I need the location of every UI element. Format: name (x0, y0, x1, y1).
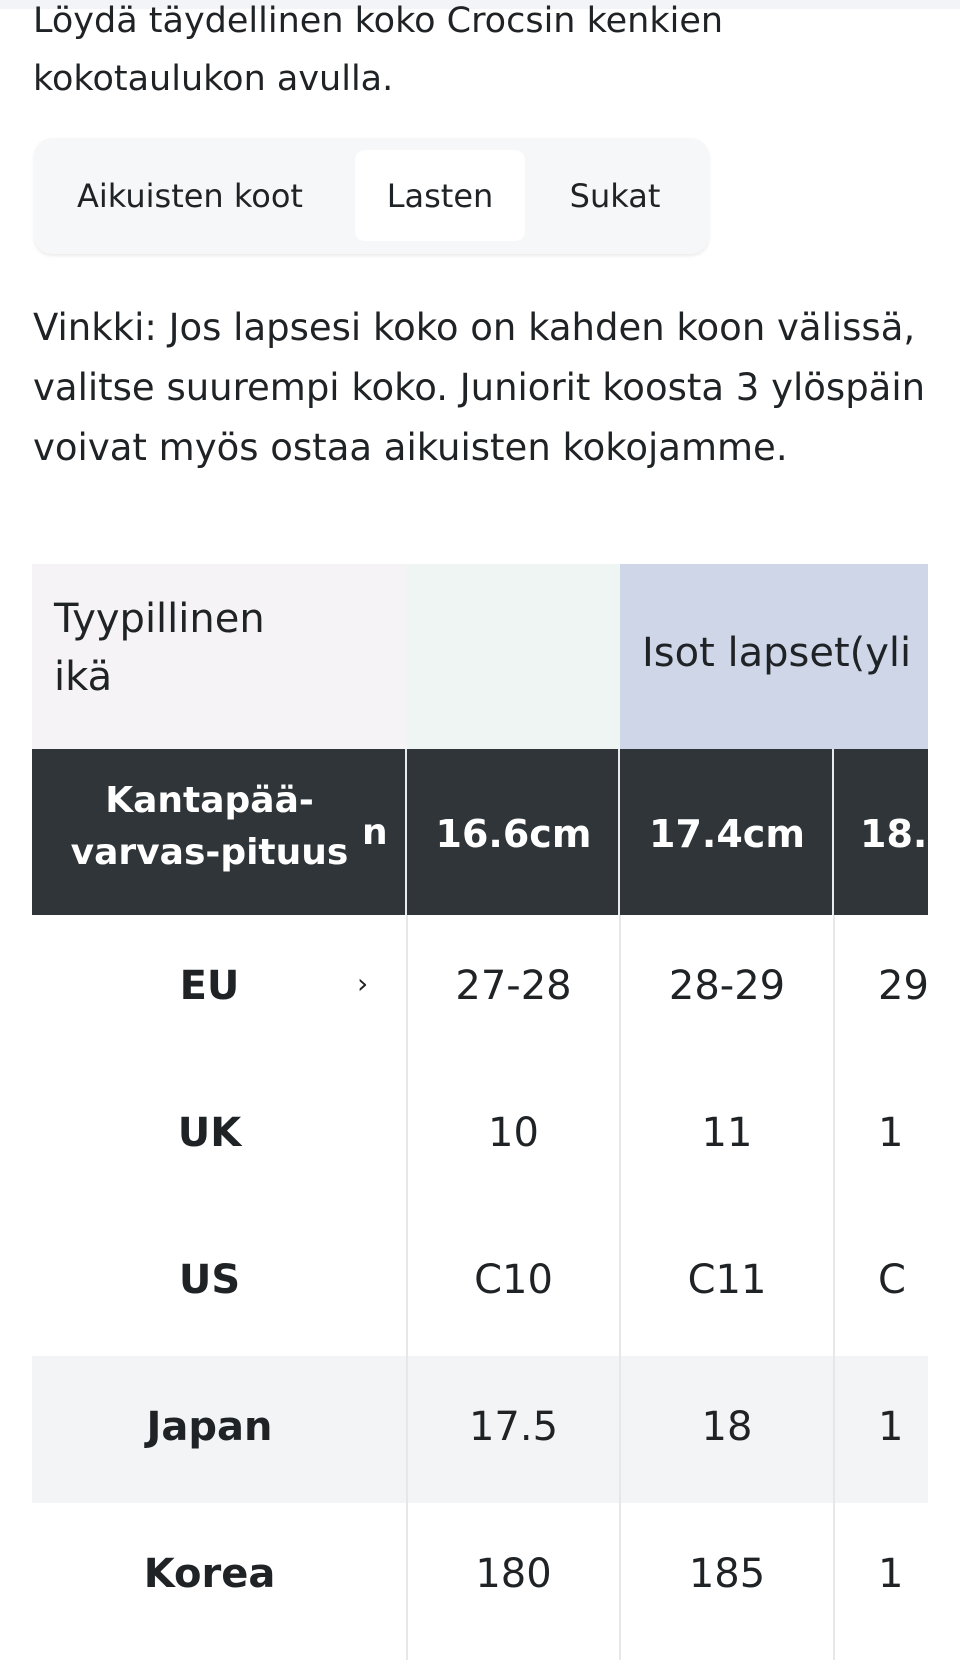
row-label: Japan (146, 1404, 273, 1450)
header-divider (832, 749, 834, 915)
tip-text: Vinkki: Jos lapsesi koko on kahden koon … (33, 306, 916, 349)
cell-value: 185 (688, 1551, 766, 1597)
cell-value: C10 (474, 1257, 553, 1303)
group-cell (32, 564, 407, 749)
cell-value: C11 (687, 1257, 767, 1303)
header-divider (618, 749, 620, 915)
cell-value: 11 (701, 1110, 753, 1156)
header-peek: n (362, 812, 388, 853)
column-divider (619, 915, 621, 1660)
row-label: Korea (143, 1551, 276, 1597)
header-value: 17.4cm (649, 812, 805, 856)
table-row (32, 915, 928, 1062)
row-group-label: Tyypillinen (54, 596, 265, 642)
cell-value: C (878, 1257, 906, 1303)
column-divider (406, 915, 408, 1660)
column-divider (833, 915, 835, 1660)
cell-value: 27-28 (455, 963, 572, 1009)
intro-text: Löydä täydellinen koko Crocsin kenkien (33, 1, 724, 41)
tab-label: Sukat (569, 176, 661, 215)
cell-value: 10 (488, 1110, 539, 1156)
tab-label: Lasten (386, 176, 494, 215)
row-label: US (178, 1257, 241, 1303)
header-row (32, 749, 928, 915)
row-group-label: ikä (54, 654, 113, 700)
tip-text: voivat myös ostaa aikuisten kokojamme. (33, 426, 788, 469)
tab[interactable]: Aikuisten koot (60, 150, 320, 241)
cell-value: 17.5 (468, 1404, 559, 1450)
intro-text: kokotaulukon avulla. (33, 59, 394, 99)
top-strip (0, 0, 960, 9)
cell-value: 18 (701, 1404, 753, 1450)
cell-value: 180 (475, 1551, 552, 1597)
size-table: Tyypillinen ikä Isot lapset(yli n Kantapää-v… (32, 564, 928, 1660)
tab-label: Aikuisten koot (77, 176, 303, 215)
cell-value: 1 (878, 1110, 904, 1156)
header-label: Kantapää- (105, 780, 314, 821)
tab[interactable]: Lasten (355, 150, 525, 241)
row-label: EU (179, 963, 240, 1009)
tab[interactable]: Sukat (555, 150, 675, 241)
header-value: 16.6cm (435, 812, 592, 856)
table-row (32, 1209, 928, 1356)
cell-value: 28-29 (668, 963, 786, 1009)
group-cell (407, 564, 620, 749)
table-row (32, 1356, 928, 1503)
header-divider (405, 749, 407, 915)
group-cell (620, 564, 928, 749)
row-label: UK (177, 1110, 242, 1156)
cell-value: 29 (878, 963, 928, 1009)
table-row (32, 1062, 928, 1209)
cell-value: 1 (878, 1551, 904, 1597)
table-row (32, 1503, 928, 1650)
header-label: varvas-pituus (70, 832, 349, 873)
tip-text: valitse suurempi koko. Juniorit koosta 3… (33, 366, 926, 409)
header-value: 18. (860, 812, 928, 856)
cell-peek: › (357, 967, 369, 1000)
cell-value: 1 (878, 1404, 904, 1450)
group-label: Isot lapset(yli (642, 630, 912, 676)
